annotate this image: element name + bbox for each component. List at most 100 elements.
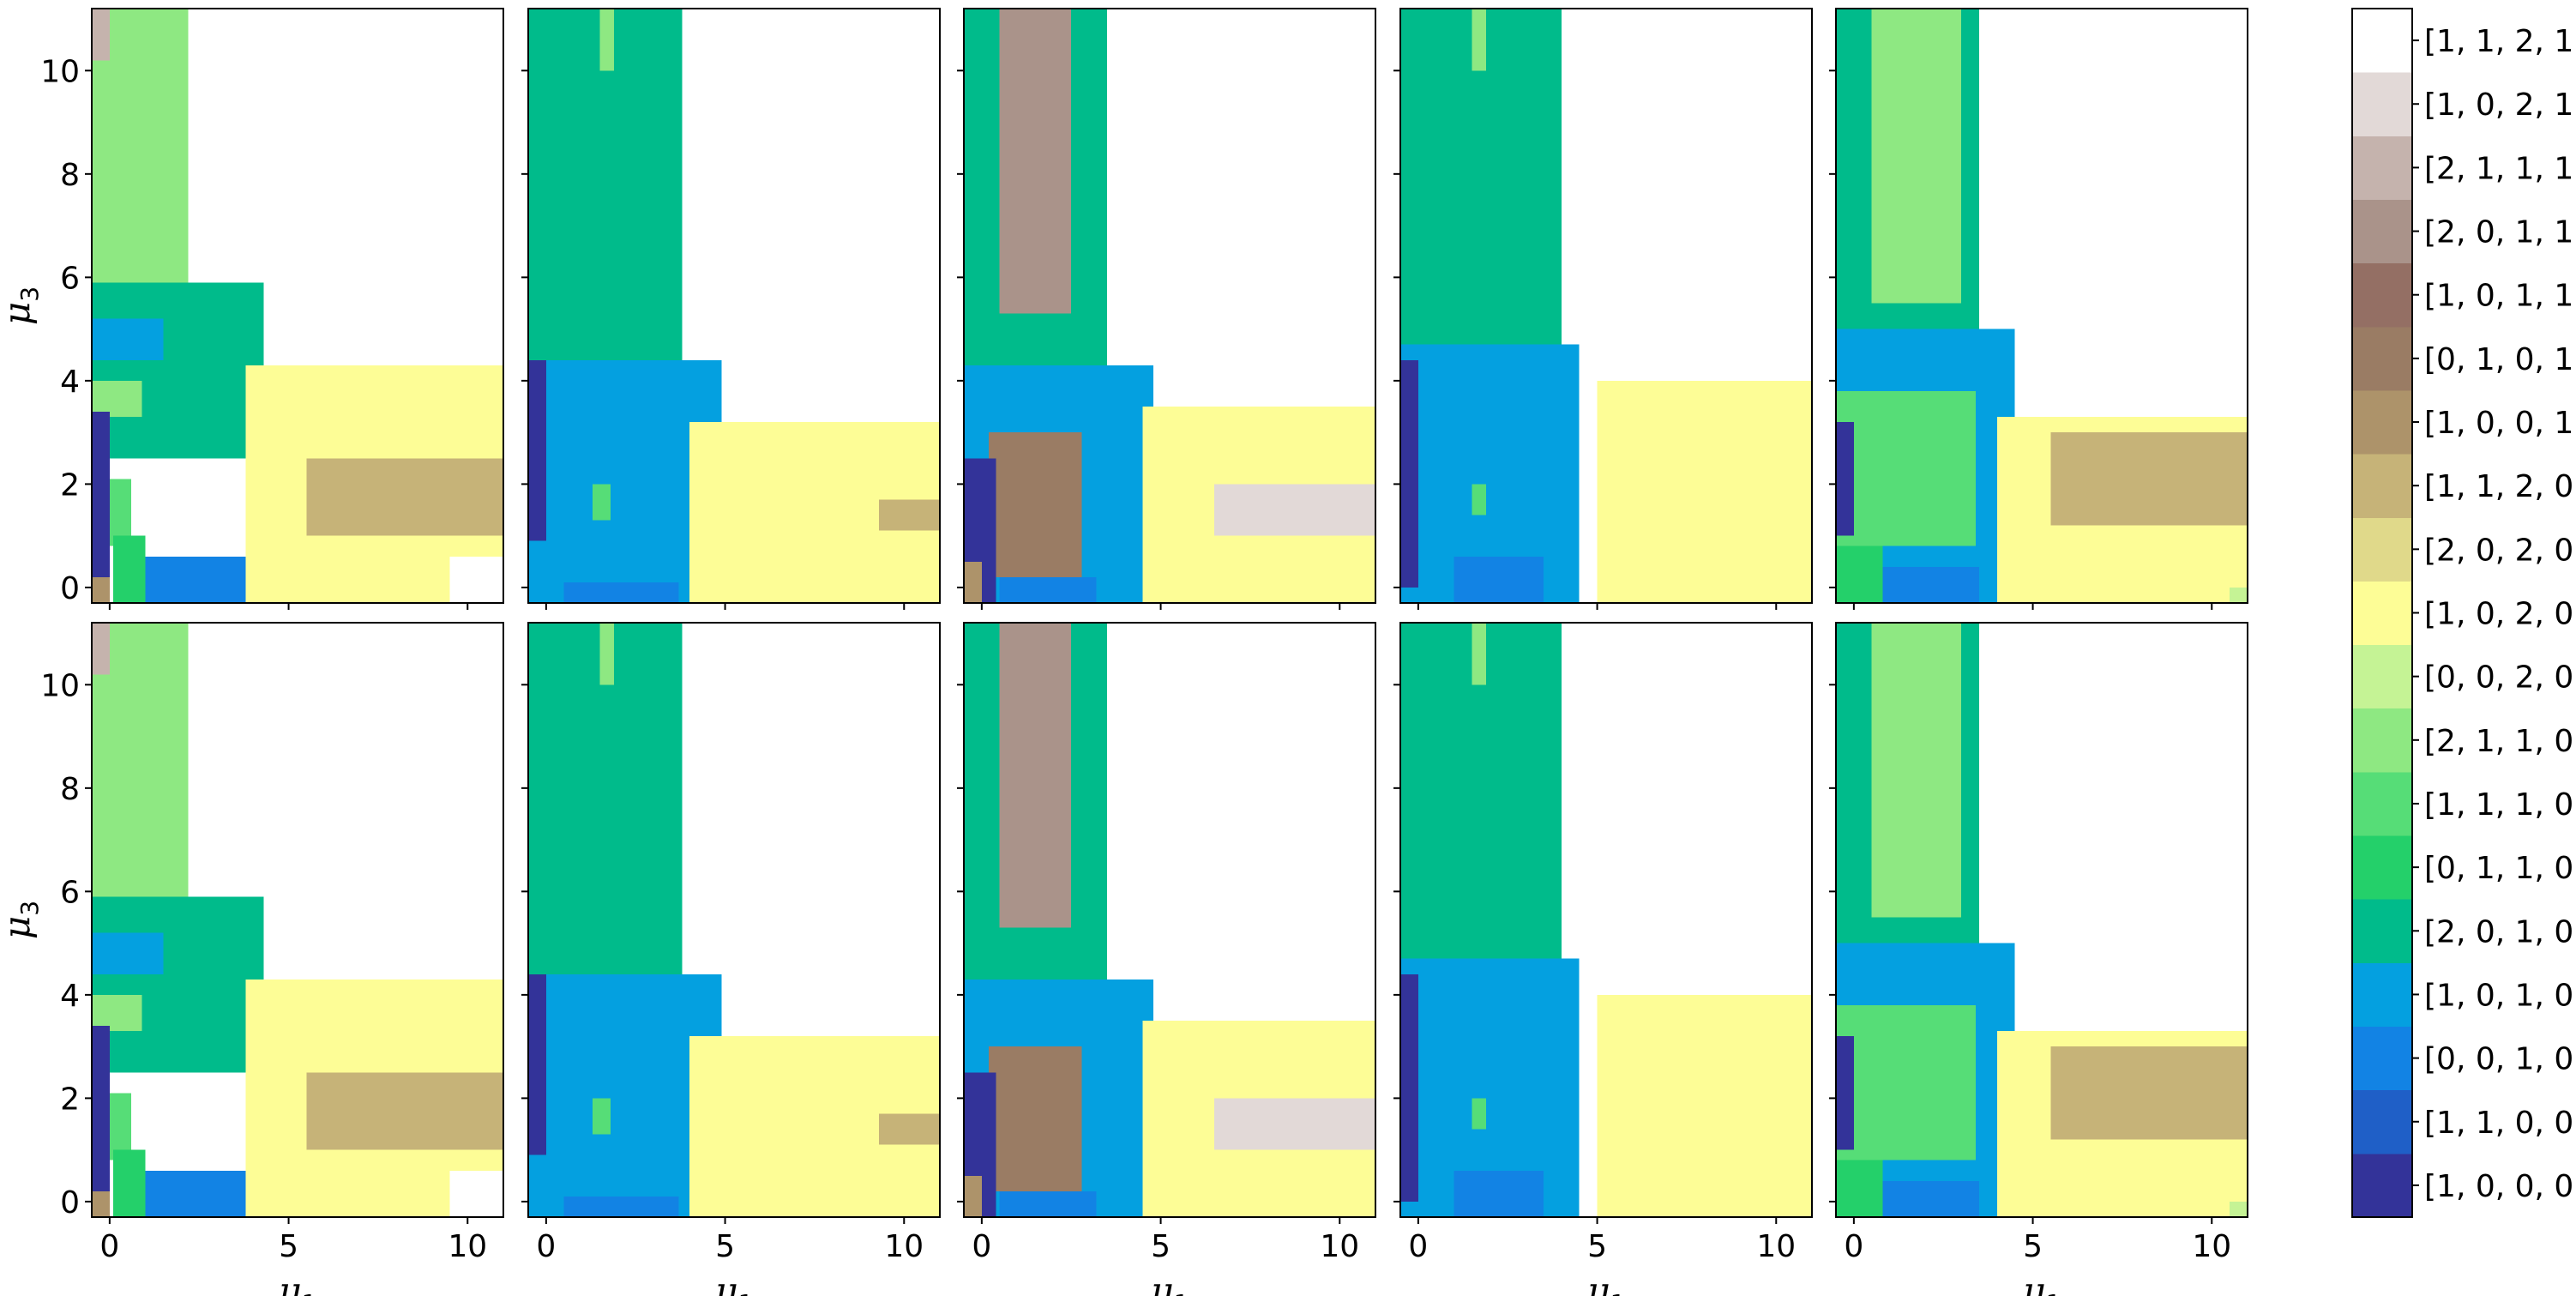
colorbar-label: [0, 1, 1, 0]	[2424, 851, 2576, 886]
y-tick-label: 10	[40, 668, 80, 703]
y-tick-label: 4	[60, 365, 80, 400]
heatmap-cell	[1561, 344, 1580, 381]
colorbar-frame	[2351, 8, 2413, 1218]
x-tick-label: 0	[1844, 1229, 1863, 1264]
colorbar-label: [2, 0, 1, 0]	[2424, 914, 2576, 949]
heatmap-cells	[1400, 623, 1812, 1217]
heatmap-cell	[1472, 484, 1487, 515]
heatmap-panel: 0 5 10 μ1	[1829, 622, 2248, 1296]
colorbar-segment	[2352, 835, 2412, 900]
heatmap-cell	[113, 535, 146, 603]
heatmap-cell	[92, 576, 110, 603]
x-tick-label: 5	[1151, 1229, 1171, 1264]
x-tick-label: 0	[1408, 1229, 1428, 1264]
heatmap-cell	[127, 1170, 246, 1217]
heatmap-cells	[964, 9, 1375, 603]
colorbar-segment	[2352, 326, 2412, 391]
colorbar-segment	[2352, 262, 2412, 328]
x-tick-label: 10	[2192, 1229, 2231, 1264]
heatmap-cell	[999, 576, 1097, 603]
panel-frame	[1399, 8, 1813, 604]
heatmap-cell	[563, 1196, 679, 1217]
heatmap-cell	[92, 1191, 110, 1217]
heatmap-panel: 0 5 10 μ1	[957, 622, 1376, 1296]
colorbar-label: [0, 0, 1, 0]	[2424, 1042, 2576, 1077]
colorbar: [1, 0, 0, 0] [1, 1, 0, 0] [0, 0, 1, 0] [1, …	[2351, 8, 2576, 1218]
y-tick-label: 0	[60, 571, 80, 606]
heatmap-cell	[1400, 359, 1418, 588]
x-axis-label: μ1	[278, 1269, 316, 1296]
heatmap-cell	[449, 1170, 503, 1217]
heatmap-cell	[92, 318, 164, 360]
heatmap-cell	[92, 9, 110, 61]
panel-frame	[1399, 622, 1813, 1218]
x-axis-label: μ1	[1150, 1269, 1189, 1296]
x-tick-label: 0	[536, 1229, 556, 1264]
x-axis-label: μ1	[1586, 1269, 1625, 1296]
panel-frame	[1835, 622, 2248, 1218]
colorbar-segment	[2352, 9, 2412, 73]
x-tick-label: 10	[1320, 1229, 1359, 1264]
x-tick-label: 0	[99, 1229, 119, 1264]
heatmap-cell	[563, 582, 679, 603]
colorbar-segment	[2352, 136, 2412, 200]
heatmap-cell	[2050, 1046, 2248, 1140]
panel-frame	[963, 8, 1376, 604]
heatmap-cell	[92, 380, 142, 418]
heatmap-cell	[1597, 994, 1812, 1217]
heatmap-cell	[989, 1046, 1082, 1191]
colorbar-segment	[2352, 517, 2412, 582]
heatmap-cell	[1214, 1098, 1375, 1150]
x-tick-label: 5	[279, 1229, 298, 1264]
colorbar-label: [0, 1, 0, 1]	[2424, 342, 2576, 377]
panel-frame	[91, 622, 504, 1218]
colorbar-label: [2, 0, 2, 0]	[2424, 533, 2576, 568]
heatmap-cell	[306, 1072, 503, 1150]
colorbar-label: [2, 1, 1, 1]	[2424, 151, 2576, 186]
heatmap-cell	[92, 282, 264, 459]
colorbar-label: [1, 0, 2, 0]	[2424, 597, 2576, 632]
heatmap-cell	[306, 458, 503, 536]
panel-frame	[527, 8, 941, 604]
heatmap-cell	[989, 432, 1082, 577]
heatmap-cell	[92, 412, 110, 603]
y-tick-label: 2	[60, 1082, 80, 1117]
heatmap-cell	[1882, 1180, 1979, 1217]
y-tick-label: 6	[60, 875, 80, 910]
colorbar-label: [1, 0, 1, 1]	[2424, 279, 2576, 314]
colorbar-segment	[2352, 199, 2412, 264]
heatmap-cell	[528, 974, 546, 1155]
heatmap-panel: 0 2 4 6 8 10 μ3	[0, 8, 504, 610]
y-tick-label: 4	[60, 979, 80, 1014]
heatmap-cell	[593, 484, 611, 521]
heatmap-cell	[593, 1098, 611, 1135]
x-tick-label: 5	[715, 1229, 735, 1264]
colorbar-label: [1, 0, 0, 0]	[2424, 1169, 2576, 1204]
colorbar-label: [0, 0, 2, 0]	[2424, 660, 2576, 696]
heatmap-cell	[1472, 1098, 1487, 1130]
panel-frame	[1835, 8, 2248, 604]
heatmap-cell	[1454, 1170, 1544, 1217]
heatmap-cell	[1871, 9, 1962, 304]
x-axis-label: μ1	[714, 1269, 753, 1296]
heatmap-cell	[1836, 390, 1976, 546]
heatmap-cell	[92, 1026, 110, 1217]
panel-frame	[527, 622, 941, 1218]
heatmap-cell	[1836, 1160, 1883, 1217]
heatmap-panel: 0 5 10 0 2 4 6 8 10 μ1 μ3	[0, 622, 504, 1296]
heatmap-cell	[113, 1149, 146, 1217]
colorbar-segment	[2352, 708, 2412, 773]
colorbar-segment	[2352, 899, 2412, 963]
panel-frame	[963, 622, 1376, 1218]
heatmap-cell	[999, 623, 1072, 928]
heatmap-panel	[521, 8, 941, 610]
heatmap-cells	[964, 623, 1375, 1217]
colorbar-segment	[2352, 454, 2412, 518]
colorbar-segment	[2352, 1153, 2412, 1218]
colorbar-label: [1, 1, 1, 0]	[2424, 787, 2576, 823]
y-tick-label: 6	[60, 261, 80, 296]
heatmap-cell	[1400, 974, 1418, 1202]
heatmap-cell	[964, 1175, 982, 1217]
y-axis-label: μ3	[0, 901, 44, 939]
colorbar-label: [2, 0, 1, 1]	[2424, 215, 2576, 250]
